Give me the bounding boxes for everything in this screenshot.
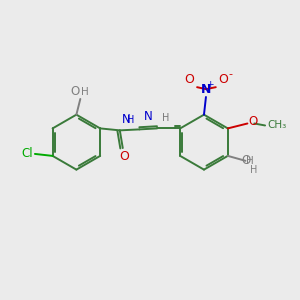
Text: H: H xyxy=(162,113,169,124)
Text: N: N xyxy=(144,110,153,124)
Text: Cl: Cl xyxy=(21,147,33,161)
Text: O: O xyxy=(119,150,129,163)
Text: H: H xyxy=(127,116,134,125)
Text: H: H xyxy=(81,87,89,97)
Text: O: O xyxy=(248,115,258,128)
Text: -: - xyxy=(229,69,232,79)
Text: N: N xyxy=(201,83,211,96)
Text: N: N xyxy=(122,113,131,126)
Text: CH₃: CH₃ xyxy=(267,121,286,130)
Text: O: O xyxy=(184,73,194,86)
Text: O: O xyxy=(70,85,79,98)
Text: O: O xyxy=(242,154,251,167)
Text: O: O xyxy=(219,73,229,86)
Text: H: H xyxy=(250,165,258,175)
Text: H: H xyxy=(246,156,254,166)
Text: +: + xyxy=(206,80,214,89)
